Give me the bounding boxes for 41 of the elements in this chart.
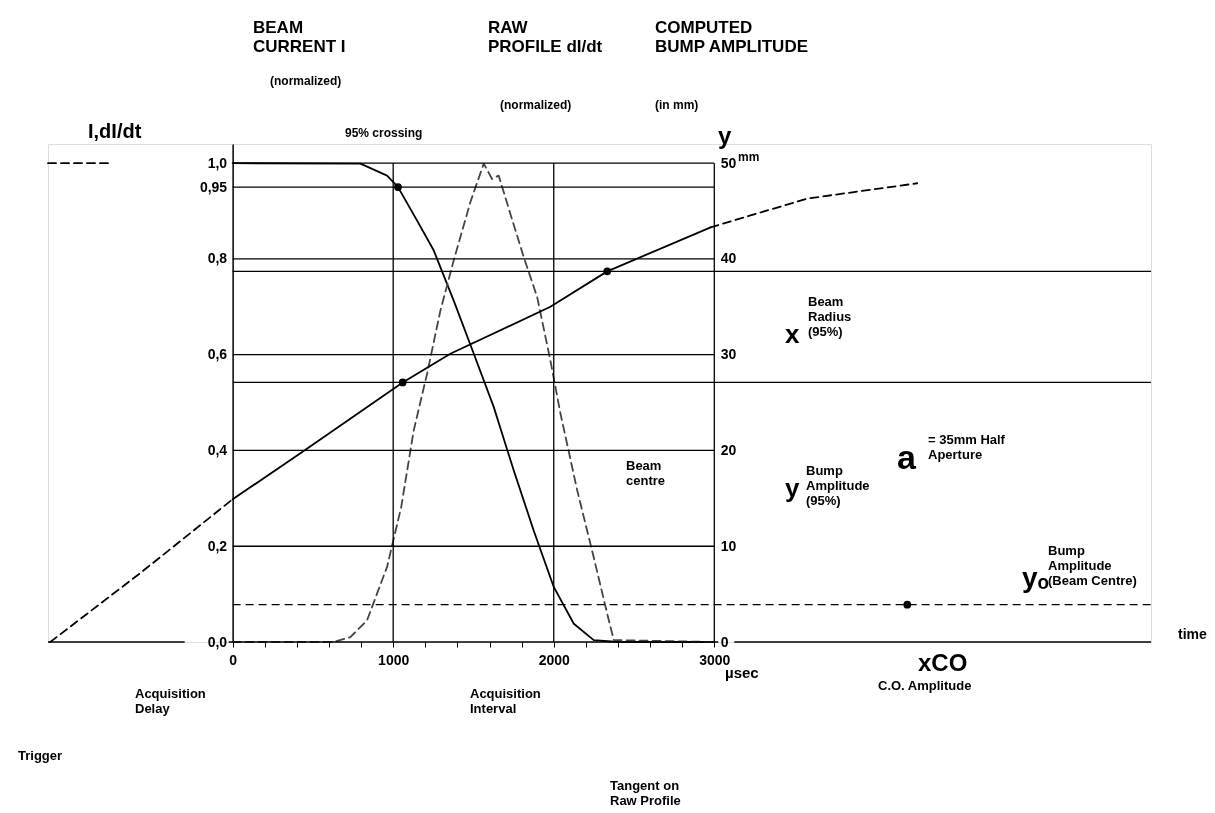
text: (normalized) <box>500 98 572 112</box>
text: xCO <box>918 649 968 676</box>
annotation: a <box>897 438 917 476</box>
y-tick-label: 0,6 <box>207 346 228 363</box>
text: Acquisition Interval <box>470 686 541 716</box>
x-axis-title: time <box>1178 626 1207 642</box>
text: COMPUTED BUMP AMPLITUDE <box>655 18 808 56</box>
y-tick-label: 1,0 <box>207 154 228 171</box>
annotation: Bump Amplitude (Beam Centre) <box>1048 543 1137 588</box>
y-tick-label: 0,0 <box>207 633 228 650</box>
annotation: Beam Radius (95%) <box>808 294 852 339</box>
y-tick-label: 0,8 <box>207 250 228 267</box>
y-tick-label: 0,2 <box>207 537 228 554</box>
annotation: x <box>785 319 800 349</box>
text: (normalized) <box>270 74 342 88</box>
annotation: Beam centre <box>626 458 666 488</box>
y-tick-label: 0,95 <box>199 178 228 195</box>
text: BEAM CURRENT I <box>253 18 346 56</box>
y2-tick-label: 10 <box>720 537 737 554</box>
y2-tick-label: 50 <box>720 154 737 171</box>
y-tick-label: 0,4 <box>207 441 228 458</box>
text: Acquisition Delay <box>135 686 206 716</box>
x-tick-label: 2000 <box>538 651 571 668</box>
x-tick-label: 0 <box>229 651 238 668</box>
y2-tick-label: 40 <box>720 250 737 267</box>
x-tick-label: 1000 <box>378 651 410 668</box>
y2-tick-label: 0 <box>720 633 729 650</box>
annotation: = 35mm Half Aperture <box>928 432 1006 462</box>
y2-axis-title: y <box>718 122 732 149</box>
annotation: mm <box>738 150 760 164</box>
text: C.O. Amplitude <box>878 678 972 693</box>
y-axis-title: I,dI/dt <box>88 120 142 142</box>
text: 95% crossing <box>345 126 423 140</box>
annotation: y <box>785 473 800 503</box>
y2-tick-label: 30 <box>720 346 737 363</box>
text: Trigger <box>18 748 63 763</box>
y2-tick-label: 20 <box>720 441 737 458</box>
text: RAW PROFILE dI/dt <box>488 18 603 56</box>
text: (in mm) <box>655 98 699 112</box>
annotation: Bump Amplitude (95%) <box>806 463 870 508</box>
text: Tangent on Raw Profile <box>610 778 681 808</box>
